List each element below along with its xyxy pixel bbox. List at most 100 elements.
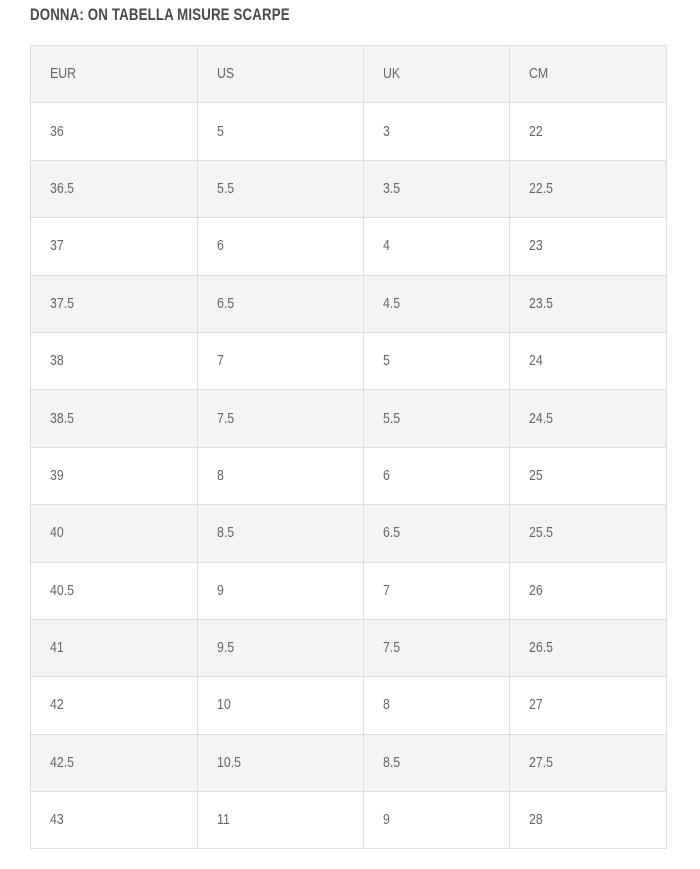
table-cell: 8 [363,676,511,735]
table-cell-text: 23 [529,238,543,255]
table-row: 43 11 9 28 [30,791,667,850]
table-cell-text: 36.5 [50,180,74,197]
column-header: CM [509,44,667,104]
table-cell: 10 [196,676,365,735]
table-cell-text: 3 [383,123,391,140]
table-cell: 5 [363,331,511,391]
table-cell-text: 10.5 [216,754,241,771]
table-cell-text: 27.5 [529,754,554,771]
table-cell-text: 23.5 [529,295,554,312]
table-cell: 10.5 [196,733,365,793]
table-row: 40 8.5 6.5 25.5 [30,504,667,563]
table-cell-text: 8.5 [383,754,401,771]
table-cell: 27 [509,676,667,735]
table-cell-text: 11 [216,812,230,829]
table-cell-text: 6 [383,467,391,484]
table-cell: 23.5 [509,274,667,333]
table-cell: 7.5 [363,618,511,678]
table-cell: 36 [30,102,198,161]
table-cell-text: 5.5 [216,180,234,197]
table-cell-text: 36 [50,123,64,140]
table-cell: 27.5 [509,733,667,793]
table-cell-text: 5 [383,353,391,370]
table-cell: 8.5 [196,504,365,563]
table-cell-text: 6.5 [216,295,234,312]
table-cell-text: 7 [216,353,224,370]
table-cell: 22 [509,102,667,161]
table-cell: 26 [509,561,667,620]
table-cell: 7 [363,561,511,620]
table-cell: 6 [196,217,365,276]
table-row: 36.5 5.5 3.5 22.5 [30,159,667,219]
table-cell: 9 [196,561,365,620]
table-row: 42 10 8 27 [30,676,667,735]
table-cell-text: 39 [50,467,64,484]
table-cell-text: 25 [529,467,543,484]
table-row: 37.5 6.5 4.5 23.5 [30,274,667,333]
table-cell-text: 24 [529,353,543,370]
table-cell: 4 [363,217,511,276]
table-row: 41 9.5 7.5 26.5 [30,618,667,678]
table-cell: 5.5 [363,389,511,448]
table-cell: 43 [30,791,198,850]
table-cell-text: 22 [529,123,543,140]
table-cell-text: 4.5 [383,295,401,312]
table-cell-text: 42.5 [50,754,74,771]
table-cell: 6 [363,446,511,506]
table-cell: 22.5 [509,159,667,219]
table-cell: 40.5 [30,561,198,620]
table-cell-text: 7.5 [216,410,234,427]
table-cell-text: 25.5 [529,525,554,542]
table-cell-text: 26.5 [529,640,554,657]
table-header-row: EUR US UK CM [30,44,667,104]
table-cell-text: 27 [529,697,543,714]
table-cell-text: 8 [216,467,224,484]
table-cell-text: 40.5 [50,582,74,599]
table-cell-text: 6 [216,238,224,255]
table-cell: 7 [196,331,365,391]
table-cell: 41 [30,618,198,678]
column-header-text: UK [383,66,401,83]
table-cell: 3 [363,102,511,161]
table-cell-text: 4 [383,238,391,255]
table-cell-text: 9 [383,812,391,829]
column-header-text: US [216,66,234,83]
table-cell-text: 37.5 [50,295,74,312]
table-cell: 5 [196,102,365,161]
table-cell: 39 [30,446,198,506]
table-cell-text: 5 [216,123,224,140]
table-cell-text: 5.5 [383,410,401,427]
table-cell-text: 38.5 [50,410,74,427]
column-header: UK [363,44,511,104]
size-chart-table: EUR US UK CM 36 5 3 22 36.5 5.5 3.5 22.5 37 6 4 23 37.5 6… [30,44,667,850]
table-cell-text: 8 [383,697,391,714]
table-cell: 36.5 [30,159,198,219]
table-cell-text: 40 [50,525,64,542]
column-header: US [196,44,365,104]
table-cell: 9.5 [196,618,365,678]
table-cell: 5.5 [196,159,365,219]
table-cell: 9 [363,791,511,850]
column-header-text: CM [529,66,549,83]
table-row: 42.5 10.5 8.5 27.5 [30,733,667,793]
table-cell: 42.5 [30,733,198,793]
table-cell: 25.5 [509,504,667,563]
table-cell-text: 6.5 [383,525,401,542]
table-cell-text: 41 [50,640,64,657]
table-cell-text: 37 [50,238,64,255]
table-cell: 8 [196,446,365,506]
column-header: EUR [30,44,198,104]
table-cell-text: 8.5 [216,525,234,542]
table-row: 36 5 3 22 [30,102,667,161]
table-cell: 6.5 [363,504,511,563]
column-header-text: EUR [50,66,77,83]
table-cell: 24 [509,331,667,391]
table-cell: 28 [509,791,667,850]
table-row: 40.5 9 7 26 [30,561,667,620]
table-cell: 38.5 [30,389,198,448]
table-cell-text: 9 [216,582,224,599]
table-cell: 37 [30,217,198,276]
table-cell-text: 26 [529,582,543,599]
table-cell-text: 28 [529,812,543,829]
table-cell: 6.5 [196,274,365,333]
